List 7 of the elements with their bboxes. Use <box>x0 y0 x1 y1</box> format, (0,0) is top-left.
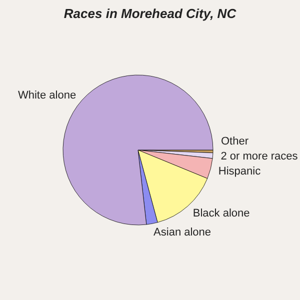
slice-label: Asian alone <box>154 226 212 239</box>
slice-label: White alone <box>18 90 76 102</box>
slice-label: Black alone <box>192 207 250 220</box>
slice-label: Other <box>220 136 249 148</box>
chart-title: Races in Morehead City, NC <box>64 6 237 21</box>
slice-label: 2 or more races <box>220 150 298 163</box>
slice-label: Hispanic <box>218 166 262 178</box>
